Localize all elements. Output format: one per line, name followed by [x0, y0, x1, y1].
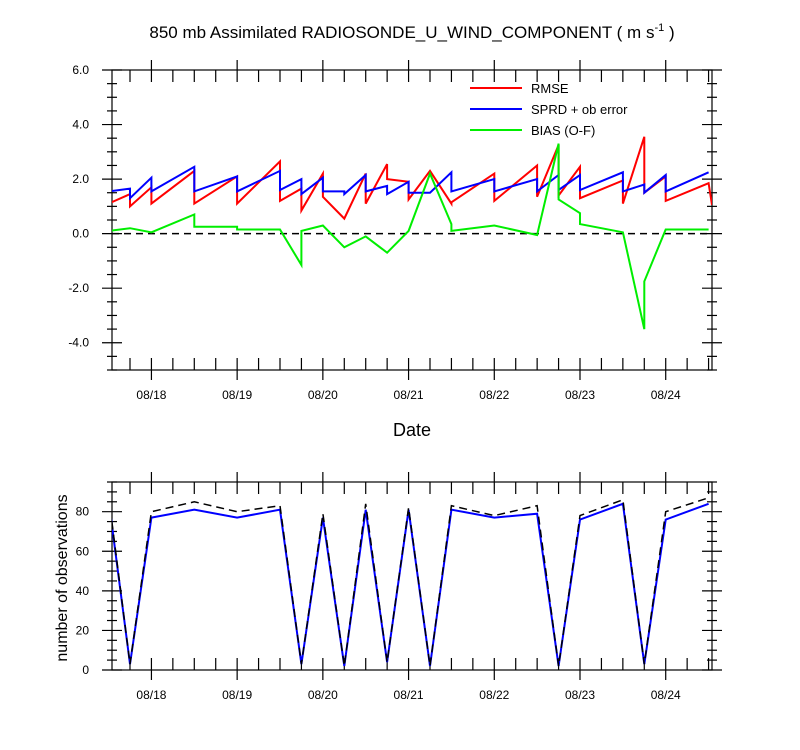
top-series-group — [112, 136, 712, 330]
top-series-line-1 — [112, 165, 710, 201]
top-series-line-0 — [112, 136, 712, 221]
top-x-ticks — [102, 60, 722, 380]
bottom-y-tick-label: 40 — [76, 584, 90, 598]
legend-label: BIAS (O-F) — [531, 123, 595, 138]
top-y-tick-label: 2.0 — [72, 172, 89, 186]
chart-title-main: 850 mb Assimilated RADIOSONDE_U_WIND_COM… — [149, 23, 654, 42]
bottom-y-tick-label: 20 — [76, 623, 90, 637]
bottom-series-line-1 — [112, 497, 709, 667]
top-x-tick-label: 08/20 — [308, 388, 338, 402]
top-x-tick-label: 08/19 — [222, 388, 252, 402]
bottom-x-tick-label: 08/22 — [479, 688, 509, 702]
top-series-line-2 — [112, 143, 709, 330]
bottom-x-tick-label: 08/21 — [394, 688, 424, 702]
bottom-x-tick-label: 08/20 — [308, 688, 338, 702]
top-y-tick-label: 6.0 — [72, 63, 89, 77]
chart-title-superscript: -1 — [654, 22, 664, 34]
legend-label: SPRD + ob error — [531, 102, 628, 117]
bottom-y-axis-label: number of observations — [54, 494, 71, 661]
top-y-tick-label: 0.0 — [72, 227, 89, 241]
bottom-plot-panel: number of observations 08/18 08/19 08/20 08… — [54, 472, 722, 702]
top-x-axis-label: Date — [393, 420, 431, 440]
top-x-tick-label: 08/21 — [394, 388, 424, 402]
top-x-tick-label: 08/23 — [565, 388, 595, 402]
bottom-y-tick-label: 0 — [82, 663, 89, 677]
bottom-x-tick-label: 08/19 — [222, 688, 252, 702]
top-legend: RMSE SPRD + ob error BIAS (O-F) — [470, 81, 628, 138]
legend-label: RMSE — [531, 81, 569, 96]
top-plot-panel: Date 08/18 08/19 08/20 08/21 08/22 08/23 08/24… — [68, 60, 722, 440]
chart-title: 850 mb Assimilated RADIOSONDE_U_WIND_COM… — [149, 22, 674, 42]
top-y-tick-label: -2.0 — [68, 281, 89, 295]
top-x-tick-label: 08/18 — [136, 388, 166, 402]
top-y-tick-label: 4.0 — [72, 118, 89, 132]
top-x-tick-label: 08/24 — [651, 388, 681, 402]
bottom-y-tick-label: 80 — [76, 505, 90, 519]
bottom-x-tick-label: 08/23 — [565, 688, 595, 702]
top-x-tick-label: 08/22 — [479, 388, 509, 402]
chart-title-end: ) — [664, 23, 674, 42]
bottom-x-tick-label: 08/18 — [136, 688, 166, 702]
bottom-x-tick-label: 08/24 — [651, 688, 681, 702]
top-y-tick-label: -4.0 — [68, 336, 89, 350]
bottom-y-tick-label: 60 — [76, 544, 90, 558]
bottom-plot-frame — [111, 481, 713, 671]
bottom-x-ticks — [102, 472, 722, 680]
bottom-series-line-0 — [112, 502, 709, 667]
bottom-series-group — [112, 497, 709, 667]
